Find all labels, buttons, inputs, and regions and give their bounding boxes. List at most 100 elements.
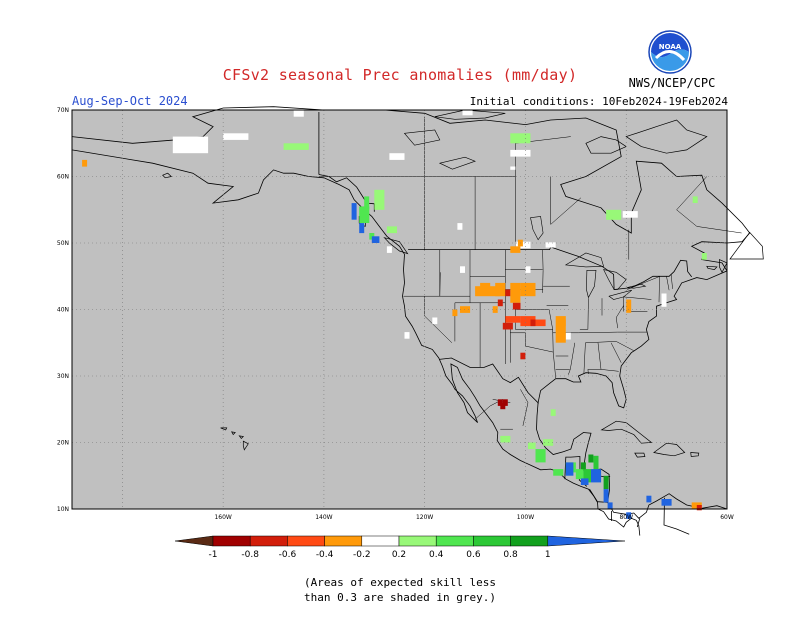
anomaly-cell [607,502,613,509]
initial-conditions: Initial conditions: 10Feb2024-19Feb2024 [469,95,728,108]
colorbar-tick-label: -0.4 [316,550,334,560]
state-border [520,389,529,426]
anomaly-cell [528,442,536,450]
anomaly-cell [510,246,521,253]
lon-label: 100W [517,514,534,521]
state-border [627,276,661,290]
anomaly-cell [497,299,503,307]
state-border [542,249,544,293]
chart-title: CFSv2 seasonal Prec anomalies (mm/day) [222,66,578,84]
state-border [676,176,742,234]
island-outline [653,442,686,457]
lat-label: 10N [57,506,69,513]
anomaly-cell [502,322,513,330]
anomaly-cell [588,454,594,463]
anomaly-cell [622,211,638,218]
anomaly-cell [460,306,471,313]
state-border [658,276,660,303]
state-border [623,296,652,300]
lon-label: 120W [416,514,433,521]
anomaly-cell [510,166,516,170]
anomaly-cell [535,449,546,463]
anomaly-cell [374,189,385,210]
anomaly-cell [404,332,410,339]
lake-outline [564,252,604,268]
anomaly-cell [525,266,531,273]
lat-label: 70N [57,107,69,114]
anomaly-cell [512,302,521,310]
national-border [564,456,581,480]
anomaly-cell [495,282,506,297]
lat-label: 20N [57,440,69,447]
island-outline [719,259,728,274]
anomaly-cell [535,319,546,327]
state-border [439,272,441,297]
lon-label: 80W [619,514,633,521]
colorbar-segment [361,535,400,547]
state-border [579,298,589,330]
anomaly-cell [580,478,589,485]
anomaly-cell [593,455,599,476]
national-border [318,174,375,212]
anomaly-cell [371,236,380,243]
anomaly-cell [661,499,672,506]
anomaly-cell [553,469,564,476]
colorbar-segment [249,535,288,547]
island-outline [238,435,245,440]
colorbar-low-arrow [174,535,214,547]
anomaly-cell [510,149,531,157]
anomaly-cell [565,462,574,476]
state-border [585,341,634,351]
anomaly-cell [606,209,622,220]
state-border [548,309,556,379]
anomaly-cell [696,505,702,511]
island-outline [625,119,708,154]
state-border [610,342,622,363]
colorbar-tick-label: 0.6 [466,550,481,560]
island-outline [706,265,718,270]
state-border [666,276,670,291]
skill-note: (Areas of expected skill less than 0.3 a… [0,575,800,605]
colorbar-segment [212,535,251,547]
anomaly-cell [545,242,556,248]
anomaly-cell [432,317,438,325]
anomaly-cell [603,489,609,503]
lat-label: 40N [57,307,69,314]
anomaly-cell [727,197,732,205]
lake-outline [438,156,476,170]
anomaly-cell [283,143,309,150]
national-border [439,357,539,404]
colorbar-tick-label: 0.4 [429,550,444,560]
anomaly-cell [520,352,526,360]
state-border [615,305,624,329]
state-border [600,369,619,372]
anomaly-cell [691,502,702,509]
anomaly-cell [505,316,521,323]
anomaly-cell [492,306,498,313]
national-border [636,518,641,528]
state-border [510,332,554,353]
anomaly-cell [505,289,511,297]
colorbar-tick-label: 1 [545,550,551,560]
island-outline [383,237,409,255]
anomaly-cell [460,266,465,273]
state-border [578,331,647,334]
lat-label: 60N [57,174,69,181]
island-outline [242,440,249,451]
anomaly-cell [646,495,652,503]
lon-label: 60W [720,514,734,521]
anomaly-cell [520,282,536,297]
anomaly-cell [500,435,511,443]
anomaly-cell [359,223,365,234]
forecast-period: Aug-Sep-Oct 2024 [72,94,188,108]
colorbar-segment [473,535,511,547]
anomaly-cell [500,402,506,410]
island-outline [729,231,764,260]
agency-label: NWS/NCEP/CPC [628,76,716,90]
lon-label: 160W [214,514,231,521]
anomaly-cell [692,196,698,203]
state-border [587,342,602,375]
colorbar-segment [435,535,474,547]
anomaly-cell [457,223,463,230]
